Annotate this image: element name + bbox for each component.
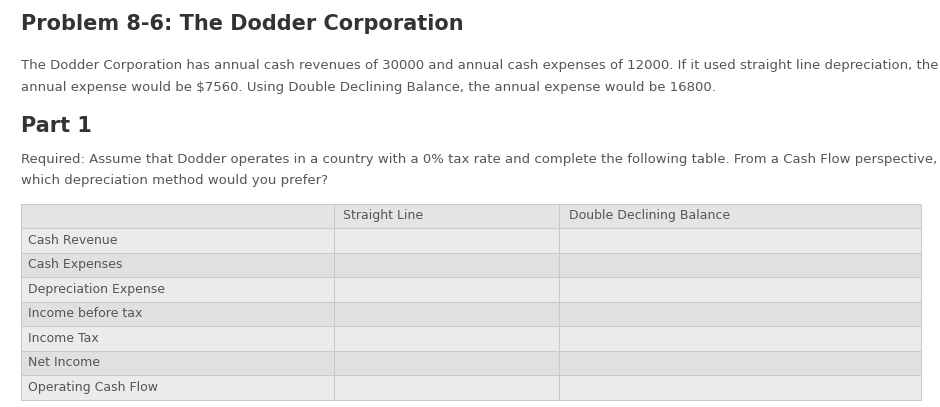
Text: which depreciation method would you prefer?: which depreciation method would you pref… — [21, 174, 328, 187]
Text: Operating Cash Flow: Operating Cash Flow — [28, 381, 158, 394]
Text: Cash Expenses: Cash Expenses — [28, 258, 122, 271]
Text: annual expense would be $7560. Using Double Declining Balance, the annual expens: annual expense would be $7560. Using Dou… — [21, 81, 715, 94]
Text: Required: Assume that Dodder operates in a country with a 0% tax rate and comple: Required: Assume that Dodder operates in… — [21, 153, 937, 166]
Text: Income Tax: Income Tax — [28, 332, 99, 345]
Text: Problem 8-6: The Dodder Corporation: Problem 8-6: The Dodder Corporation — [21, 14, 463, 34]
Text: Double Declining Balance: Double Declining Balance — [569, 209, 729, 222]
Text: Net Income: Net Income — [28, 357, 101, 370]
Text: Part 1: Part 1 — [21, 116, 91, 136]
Text: Cash Revenue: Cash Revenue — [28, 234, 118, 247]
Text: The Dodder Corporation has annual cash revenues of 30000 and annual cash expense: The Dodder Corporation has annual cash r… — [21, 59, 938, 72]
Text: Straight Line: Straight Line — [343, 209, 423, 222]
Text: Income before tax: Income before tax — [28, 307, 143, 320]
Text: Depreciation Expense: Depreciation Expense — [28, 283, 165, 296]
